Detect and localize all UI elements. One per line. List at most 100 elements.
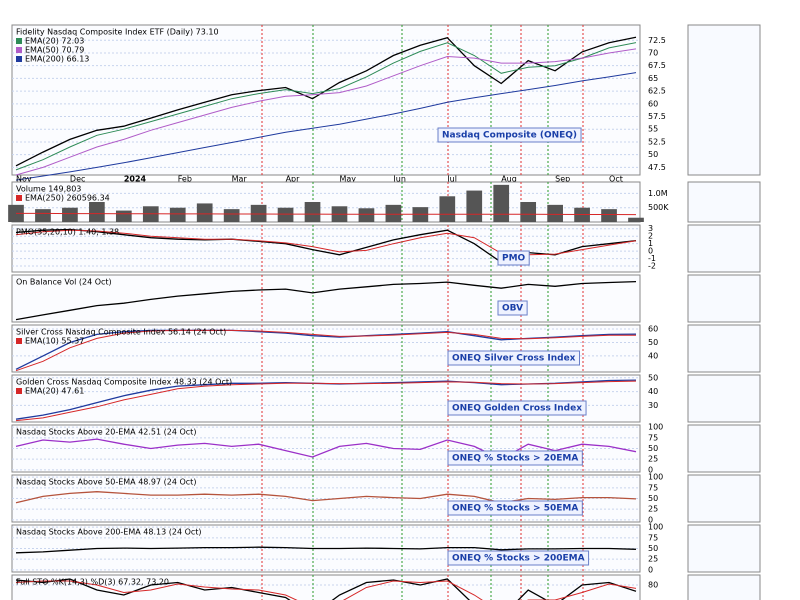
annotation-box [447, 500, 583, 516]
panel-title: Golden Cross Nasdaq Composite Index 48.3… [16, 378, 232, 387]
zoom-frame [687, 274, 761, 323]
y-tick-label: 100 [648, 523, 663, 532]
legend-label: EMA(50) 70.79 [25, 46, 84, 55]
y-tick-label: 50 [648, 338, 658, 347]
bar [466, 190, 483, 222]
y-tick-label: 1.0M [648, 189, 668, 198]
series-line [15, 491, 637, 504]
y-tick-label: 80 [648, 581, 658, 590]
zoom-frame [687, 24, 761, 176]
annotation: OBV [502, 304, 523, 314]
y-tick-label: 50 [648, 444, 658, 453]
series-line [15, 280, 637, 321]
zoom-frame [687, 181, 761, 223]
bar [250, 204, 267, 222]
annotation-box [447, 550, 590, 566]
zoom-frame [687, 324, 761, 373]
bar [35, 209, 51, 222]
panel: 30 40 50 Golden Cross Nasdaq Composite Inde… [11, 373, 658, 423]
panel: On Balance Vol (24 Oct) OBV [11, 274, 641, 323]
x-tick-label: Feb [178, 175, 192, 184]
y-tick-label: 72.5 [648, 36, 666, 45]
bar [304, 202, 321, 222]
annotation-box [497, 250, 530, 266]
annotation-box [497, 300, 528, 316]
y-tick-label: 25 [648, 455, 658, 464]
legend-swatch [16, 56, 22, 62]
plot-area [11, 574, 641, 600]
zoom-frame [687, 424, 761, 473]
bar [358, 208, 375, 222]
bar [493, 184, 510, 222]
zoom-frame [687, 374, 761, 423]
bar [520, 202, 537, 222]
bar [439, 196, 456, 222]
y-tick-label: 40 [648, 351, 658, 360]
x-tick-label: Mar [232, 175, 248, 184]
x-tick-label: Sep [555, 175, 570, 184]
zoom-frame [687, 524, 761, 573]
panel-title: Nasdaq Stocks Above 200-EMA 48.13 (24 Oc… [16, 528, 202, 537]
legend-label: EMA(10) 55.37 [25, 337, 84, 346]
legend-label: EMA(200) 66.13 [25, 55, 89, 64]
panel-title: Nasdaq Stocks Above 20-EMA 42.51 (24 Oct… [16, 428, 196, 437]
panel-title: Fidelity Nasdaq Composite Index ETF (Dai… [16, 28, 219, 37]
series-line [16, 212, 637, 216]
bar [385, 204, 402, 222]
y-tick-label: 2 [648, 232, 653, 241]
panel-title: Nasdaq Stocks Above 50-EMA 48.97 (24 Oct… [16, 478, 196, 487]
annotation-box [447, 450, 583, 466]
zoom-frame [687, 474, 761, 523]
panel: 47.5 50 52.5 55 57.5 60 62.5 65 67.5 70 72.5 Fideli… [11, 24, 666, 184]
legend-swatch [16, 388, 22, 394]
series-line [15, 228, 637, 264]
y-tick-label: 25 [648, 555, 658, 564]
x-tick-label: Dec [70, 175, 85, 184]
bar [601, 209, 617, 222]
y-tick-label: 3 [648, 224, 653, 233]
series-line [15, 438, 637, 460]
x-tick-label: Jun [392, 175, 406, 184]
y-tick-label: -2 [648, 262, 656, 271]
series-line [15, 229, 637, 256]
bar [196, 203, 213, 222]
zoom-frame [687, 574, 761, 600]
x-tick-label: Nov [16, 175, 32, 184]
series-line [15, 546, 637, 554]
panel-title: Full STO %K(14,3) %D(3) 67.32, 73.20 [16, 578, 169, 587]
series-line [15, 72, 637, 181]
y-tick-label: 50 [648, 150, 658, 159]
y-tick-label: 55 [648, 125, 658, 134]
annotation: ONEQ % Stocks > 200EMA [452, 554, 585, 564]
legend-label: EMA(250) 260596.34 [25, 194, 110, 203]
y-tick-label: 60 [648, 99, 658, 108]
y-tick-label: 50 [648, 373, 658, 382]
y-tick-label: 40 [648, 387, 658, 396]
legend-swatch [16, 338, 22, 344]
series-line [15, 580, 637, 600]
y-tick-label: 50 [648, 544, 658, 553]
legend-swatch [16, 38, 22, 44]
plot-area [11, 274, 641, 323]
y-tick-label: 100 [648, 423, 663, 432]
x-tick-label: Jul [446, 175, 457, 184]
bar [223, 209, 240, 222]
y-tick-label: 30 [648, 401, 658, 410]
x-tick-label: 2024 [124, 175, 147, 184]
y-tick-label: 60 [648, 325, 658, 334]
y-tick-label: 75 [648, 533, 658, 542]
annotation: ONEQ % Stocks > 20EMA [452, 454, 578, 464]
panel: 80 Full STO %K(14,3) %D(3) 67.32, 73.20 [11, 574, 658, 600]
series-line [15, 578, 637, 600]
x-tick-label: May [339, 175, 356, 184]
panel: 40 50 60 Silver Cross Nasdaq Composite Inde… [11, 324, 658, 373]
series-line [15, 48, 637, 176]
bar [89, 202, 105, 222]
y-tick-label: 52.5 [648, 137, 666, 146]
bar [8, 204, 24, 222]
y-tick-label: 25 [648, 505, 658, 514]
